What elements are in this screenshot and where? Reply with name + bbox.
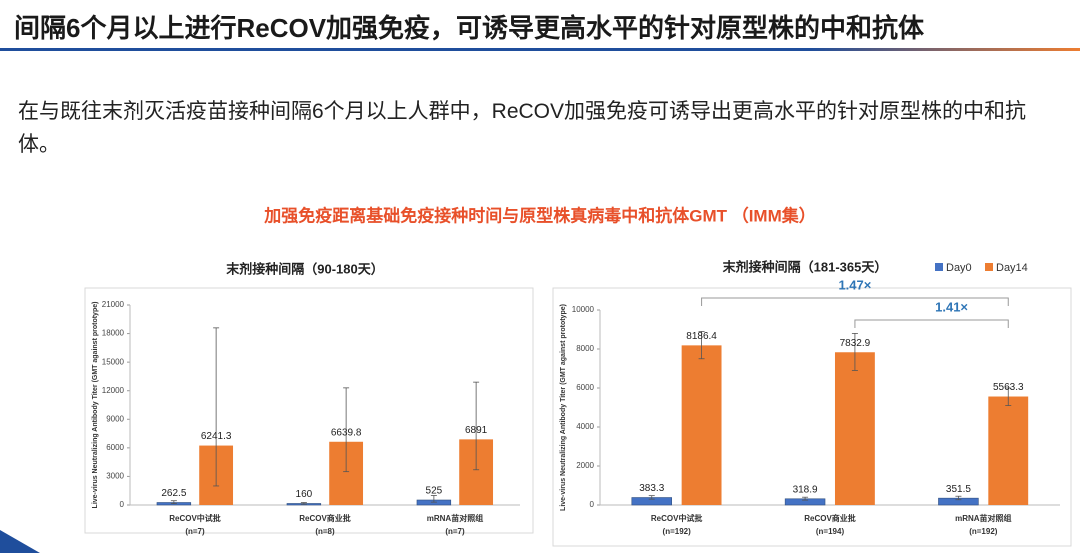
y-tick-label: 10000	[572, 305, 595, 314]
data-label: 525	[426, 486, 443, 497]
x-tick-label: ReCOV商业批	[804, 513, 856, 523]
y-tick-label: 6000	[576, 383, 594, 392]
section-title: 加强免疫距离基础免疫接种时间与原型株真病毒中和抗体GMT （IMM集）	[263, 205, 816, 225]
data-label: 318.9	[793, 484, 818, 495]
legend-label: Day14	[996, 262, 1028, 274]
bracket	[854, 319, 1009, 328]
y-tick-label: 2000	[576, 461, 594, 470]
y-tick-label: 15000	[102, 357, 125, 366]
chart-title: 末剂接种间隔（181-365天）	[722, 259, 888, 274]
data-label: 351.5	[946, 484, 971, 495]
y-tick-label: 21000	[102, 300, 125, 309]
data-label: 6891	[465, 425, 488, 436]
annotation: 1.47×	[838, 277, 871, 292]
x-tick-label: mRNA苗对照组	[427, 513, 483, 523]
x-tick-label: ReCOV商业批	[299, 513, 351, 523]
sample-size: (n=7)	[445, 527, 465, 536]
slide-title: 间隔6个月以上进行ReCOV加强免疫，可诱导更高水平的针对原型株的中和抗体	[14, 13, 925, 43]
legend-swatch	[985, 263, 993, 271]
y-tick-label: 0	[120, 500, 125, 509]
y-tick-label: 6000	[106, 443, 124, 452]
chart-frame	[552, 287, 1072, 547]
y-tick-label: 8000	[576, 344, 594, 353]
x-tick-label: mRNA苗对照组	[955, 513, 1011, 523]
data-label: 262.5	[161, 488, 186, 499]
sample-size: (n=194)	[816, 527, 845, 536]
data-label: 7832.9	[840, 338, 871, 349]
bracket	[701, 297, 1009, 306]
annotation: 1.41×	[935, 299, 968, 314]
legend-swatch	[935, 263, 943, 271]
corner-decoration	[0, 530, 40, 553]
data-label: 5563.3	[993, 382, 1024, 393]
data-label: 8186.4	[686, 331, 717, 342]
chart-title: 末剂接种间隔（90-180天）	[225, 261, 383, 276]
chart-frame	[84, 287, 534, 534]
y-tick-label: 0	[590, 500, 595, 509]
data-label: 160	[296, 489, 313, 500]
bar	[988, 396, 1029, 505]
sample-size: (n=192)	[969, 527, 998, 536]
y-tick-label: 9000	[106, 414, 124, 423]
x-tick-label: ReCOV中试批	[651, 513, 703, 523]
sample-size: (n=7)	[185, 527, 205, 536]
sample-size: (n=8)	[315, 527, 335, 536]
bar	[834, 352, 875, 505]
bar	[681, 345, 722, 505]
y-tick-label: 18000	[102, 329, 125, 338]
body-box: 在与既往末剂灭活疫苗接种间隔6个月以上人群中，ReCOV加强免疫可诱导出更高水平…	[18, 100, 1027, 156]
body-text: 在与既往末剂灭活疫苗接种间隔6个月以上人群中，ReCOV加强免疫可诱导出更高水平…	[18, 100, 1027, 156]
legend-label: Day0	[946, 262, 972, 274]
y-tick-label: 4000	[576, 422, 594, 431]
y-axis-label: Live-virus Neutralizing Antibody Titer (…	[560, 304, 567, 511]
y-tick-label: 12000	[102, 386, 125, 395]
data-label: 6639.8	[331, 427, 362, 438]
x-tick-label: ReCOV中试批	[169, 513, 221, 523]
y-axis-label: Live-virus Neutralizing Antibody Titer (…	[92, 302, 99, 509]
data-label: 383.3	[639, 483, 664, 494]
data-label: 6241.3	[201, 431, 232, 442]
title-rule	[0, 48, 1080, 51]
sample-size: (n=192)	[663, 527, 692, 536]
y-tick-label: 3000	[106, 472, 124, 481]
